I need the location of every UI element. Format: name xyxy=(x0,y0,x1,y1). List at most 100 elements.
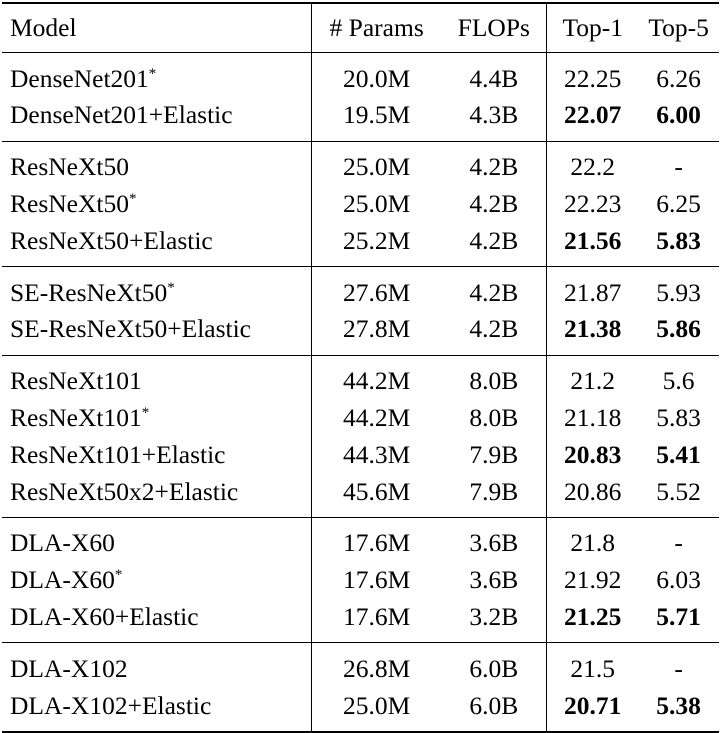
model-name: ResNeXt50 xyxy=(10,189,129,219)
reproduced-mark: * xyxy=(167,279,175,296)
cell-flops: 4.2B xyxy=(441,310,548,356)
cell-model: DenseNet201* xyxy=(2,52,313,97)
cell-top1: 21.2 xyxy=(570,366,616,396)
cell-params: 25.0M xyxy=(342,189,411,219)
cell-params: 45.6M xyxy=(342,476,411,506)
cell-model: ResNeXt101* xyxy=(2,399,313,437)
cell-params: 20.0M xyxy=(342,63,411,93)
cell-top5: 5.71 xyxy=(656,602,701,631)
model-name: ResNeXt50x2+Elastic xyxy=(10,476,239,506)
cell-model: SE-ResNeXt50* xyxy=(2,266,313,311)
table-row: ResNeXt101* 44.2M 8.0B 21.18 5.83 xyxy=(2,399,719,437)
model-name: DLA-X102+Elastic xyxy=(10,690,212,720)
table-header: Model # Params FLOPs Top-1 Top-5 xyxy=(2,3,719,53)
cell-top1: 21.87 xyxy=(564,277,622,307)
model-name: SE-ResNeXt50+Elastic xyxy=(10,314,252,344)
model-name: ResNeXt101 xyxy=(10,403,142,433)
table-group: DenseNet201* 20.0M 4.4B 22.25 6.26 DenseNet20… xyxy=(2,52,719,142)
cell-params: 17.6M xyxy=(342,528,411,558)
table-group: ResNeXt101 44.2M 8.0B 21.2 5.6 ResNeXt101* 44.… xyxy=(2,355,719,518)
reproduced-mark: * xyxy=(141,405,150,422)
model-name: ResNeXt101+Elastic xyxy=(10,439,226,469)
model-name: DLA-X102 xyxy=(10,653,128,683)
cell-params: 17.6M xyxy=(342,602,411,631)
table-row: DLA-X60* 17.6M 3.6B 21.92 6.03 xyxy=(2,561,719,599)
cell-top1: 21.38 xyxy=(564,314,622,344)
cell-top5: 5.93 xyxy=(656,277,701,307)
cell-flops: 4.2B xyxy=(441,185,548,223)
table-row: ResNeXt101 44.2M 8.0B 21.2 5.6 xyxy=(2,355,719,400)
table-row: DenseNet201* 20.0M 4.4B 22.25 6.26 xyxy=(2,52,719,97)
cell-model: ResNeXt101 xyxy=(2,355,313,400)
cell-model: DLA-X60+Elastic xyxy=(2,598,313,643)
cell-flops: 8.0B xyxy=(441,355,548,400)
table-group: DLA-X60 17.6M 3.6B 21.8- DLA-X60* 17.6M 3.6B 21… xyxy=(2,517,719,643)
cell-top5: 5.6 xyxy=(662,366,695,396)
cell-top5: 5.38 xyxy=(656,690,701,720)
cell-top5: 5.83 xyxy=(656,403,701,433)
cell-flops: 6.0B xyxy=(441,642,548,687)
cell-top1: 21.92 xyxy=(564,565,622,595)
cell-params: 25.2M xyxy=(342,225,411,255)
cell-flops: 4.2B xyxy=(441,141,548,186)
model-name: ResNeXt101 xyxy=(10,366,142,396)
cell-flops: 7.9B xyxy=(441,472,548,518)
table-row: ResNeXt101+Elastic 44.3M 7.9B 20.83 5.41 xyxy=(2,436,719,473)
cell-top5: - xyxy=(674,653,683,683)
model-name: DLA-X60+Elastic xyxy=(10,602,199,631)
reproduced-mark: * xyxy=(128,191,137,208)
cell-top1: 22.25 xyxy=(564,63,622,93)
model-name: ResNeXt50+Elastic xyxy=(10,225,213,255)
model-name: DenseNet201 xyxy=(10,63,149,93)
cell-top5: 6.00 xyxy=(656,100,701,130)
cell-top5: 5.52 xyxy=(656,476,701,506)
table-group: DLA-X102 26.8M 6.0B 21.5 - DLA-X102+Elastic 25… xyxy=(2,642,719,732)
table-group: ResNeXt50 25.0M 4.2B 22.2- ResNeXt50* 25.0M 4.… xyxy=(2,141,719,267)
cell-top5: 6.25 xyxy=(656,189,701,219)
cell-model: ResNeXt50* xyxy=(2,185,313,223)
table-row: SE-ResNeXt50+Elastic 27.8M 4.2B 21.38 5.86 xyxy=(2,310,719,356)
cell-flops: 8.0B xyxy=(441,399,548,437)
cell-flops: 4.3B xyxy=(441,96,548,142)
cell-params: 27.6M xyxy=(342,277,411,307)
cell-top5: - xyxy=(674,528,683,558)
cell-model: DLA-X102+Elastic xyxy=(2,686,313,732)
table-row: DLA-X60+Elastic 17.6M 3.2B 21.25 5.71 xyxy=(2,598,719,643)
header-top5: Top-5 xyxy=(648,13,709,43)
cell-top1: 21.8 xyxy=(570,528,616,558)
cell-top1: 20.83 xyxy=(564,439,622,469)
cell-params: 25.0M xyxy=(342,152,411,182)
cell-flops: 3.6B xyxy=(441,561,548,599)
cell-params: 44.3M xyxy=(342,439,411,469)
cell-top1: 20.71 xyxy=(564,690,622,720)
cell-flops: 4.4B xyxy=(441,52,548,97)
table-row: ResNeXt50 25.0M 4.2B 22.2 - xyxy=(2,141,719,186)
table-row: DLA-X102+Elastic 25.0M 6.0B 20.71 5.38 xyxy=(2,686,719,732)
cell-flops: 3.6B xyxy=(441,517,548,562)
cell-flops: 4.2B xyxy=(441,222,548,267)
header-top1: Top-1 xyxy=(562,13,624,43)
cell-params: 44.2M xyxy=(342,366,411,396)
cell-model: ResNeXt50x2+Elastic xyxy=(2,472,313,518)
cell-flops: 3.2B xyxy=(441,598,548,643)
table-row: DLA-X60 17.6M 3.6B 21.8 - xyxy=(2,517,719,562)
cell-top1: 21.5 xyxy=(570,653,616,683)
table-row: ResNeXt50* 25.0M 4.2B 22.23 6.25 xyxy=(2,185,719,223)
reproduced-mark: * xyxy=(114,567,123,584)
table-row: DLA-X102 26.8M 6.0B 21.5 - xyxy=(2,642,719,687)
table-row: ResNeXt50x2+Elastic 45.6M 7.9B 20.86 5.52 xyxy=(2,472,719,518)
cell-top5: 5.86 xyxy=(656,314,701,344)
cell-top1: 22.07 xyxy=(564,100,622,130)
cell-model: DenseNet201+Elastic xyxy=(2,96,313,142)
model-name: DenseNet201+Elastic xyxy=(10,100,233,130)
cell-params: 19.5M xyxy=(342,100,411,130)
table-row: SE-ResNeXt50* 27.6M 4.2B 21.87 5.93 xyxy=(2,266,719,311)
cell-model: SE-ResNeXt50+Elastic xyxy=(2,310,313,356)
cell-top1: 22.23 xyxy=(564,189,622,219)
cell-model: ResNeXt50 xyxy=(2,141,313,186)
cell-top1: 20.86 xyxy=(564,476,622,506)
cell-top5: - xyxy=(674,152,683,182)
model-name: ResNeXt50 xyxy=(10,152,129,182)
table-group: SE-ResNeXt50* 27.6M 4.2B 21.87 5.93 SE-ResNeX… xyxy=(2,266,719,356)
